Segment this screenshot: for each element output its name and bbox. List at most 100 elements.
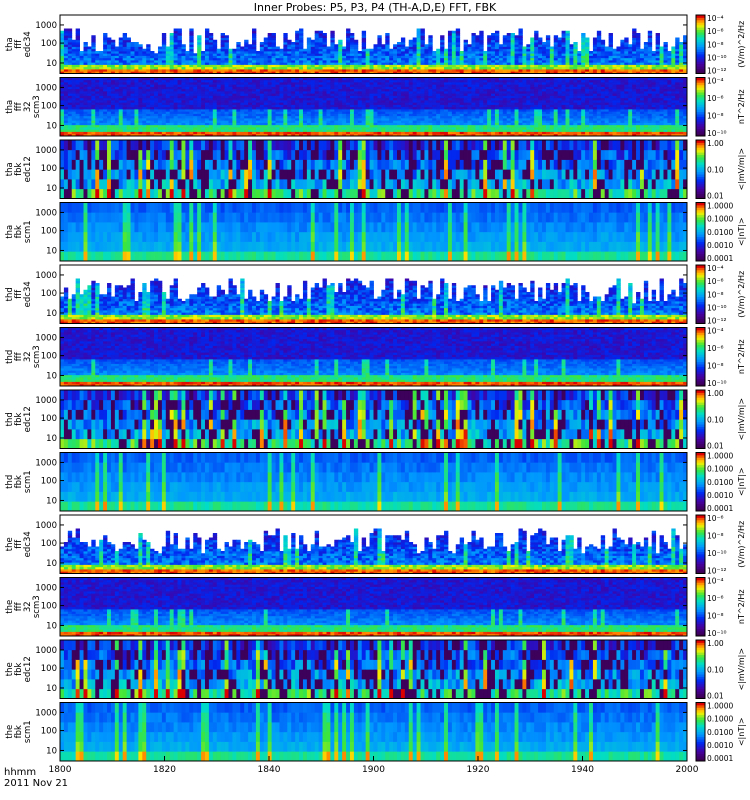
colorbar-tick-label: 1.00	[707, 389, 724, 398]
chart-title: Inner Probes: P5, P3, P4 (TH-A,D,E) FFT,…	[0, 1, 750, 14]
panel-frame	[59, 264, 688, 324]
colorbar-tick-label: 10⁻⁸	[707, 362, 724, 371]
colorbar-tick-label: 10⁻⁸	[707, 532, 724, 541]
y-tick-label: 100	[41, 414, 57, 424]
panel-label-line: fbk	[14, 163, 24, 176]
panel-label-line: edc12	[23, 156, 33, 182]
panel-label-line: edc34	[23, 281, 33, 307]
y-tick-label: 100	[41, 727, 57, 737]
panel-thd-edc34	[59, 264, 706, 324]
panel-label-line: tha	[5, 37, 15, 51]
colorbar-tick-label: 10⁻⁴	[707, 14, 724, 23]
colorbar-tick-label: 1.00	[707, 639, 724, 648]
y-tick-label: 100	[41, 352, 57, 362]
panel-label-line: scm1	[23, 720, 33, 743]
panel-frame	[59, 452, 688, 512]
colorbar-unit-label: <|mV/m|>	[737, 148, 746, 191]
panel-label-line: scm1	[23, 220, 33, 243]
colorbar-frame	[695, 14, 706, 74]
colorbar-tick-label: 10⁻¹⁰	[707, 549, 727, 558]
colorbar-frame	[695, 202, 706, 262]
colorbar-tick-label: 10⁻¹²	[707, 317, 727, 326]
colorbar-tick-label: 0.1000	[707, 215, 733, 224]
colorbar-tick-label: 1.0000	[707, 702, 733, 711]
colorbar-tick-label: 0.10	[707, 415, 724, 424]
colorbar-frame	[695, 639, 706, 699]
y-tick-label: 1000	[35, 208, 57, 218]
y-tick-label: 10	[46, 559, 57, 569]
colorbar-tick-label: 10⁻⁸	[707, 40, 724, 49]
colorbar-tick-label: 10⁻⁶	[707, 27, 724, 36]
panel-label-line: fbk	[14, 413, 24, 426]
y-tick-label: 1000	[35, 708, 57, 718]
colorbar-tick-label: 1.0000	[707, 202, 733, 211]
panel-label-line: fbk	[14, 663, 24, 676]
colorbar-tick-label: 0.0001	[707, 754, 733, 763]
panel-label-line: fff	[14, 351, 24, 361]
colorbar-unit-label: nT^2/Hz	[737, 339, 746, 374]
colorbar-tick-label: 10⁻⁴	[707, 327, 724, 336]
colorbar-tick-label: 0.01	[707, 442, 724, 451]
y-tick-label: 100	[41, 602, 57, 612]
panel-tha-scm3	[59, 77, 706, 137]
colorbar-unit-label: <|nT|>	[737, 467, 746, 496]
panel-label-line: fbk	[14, 725, 24, 738]
y-tick-label: 1000	[35, 21, 57, 31]
colorbar-frame	[695, 77, 706, 137]
colorbar-tick-label: 0.10	[707, 165, 724, 174]
panel-label-line: tha	[5, 100, 15, 114]
colorbar-frame	[695, 452, 706, 512]
panel-frame	[59, 202, 688, 262]
y-tick-label: 1000	[35, 458, 57, 468]
panel-the-scm1	[59, 702, 706, 762]
panel-label-line: fff	[14, 289, 24, 299]
colorbar-frame	[695, 264, 706, 324]
colorbar-tick-label: 0.0010	[707, 741, 733, 750]
panel-thd-edc12	[59, 389, 706, 449]
y-tick-label: 10	[46, 246, 57, 256]
panel-label-line: thd	[5, 412, 15, 426]
x-tick-label: 1820	[153, 765, 176, 775]
colorbar-unit-label: (V/m)^2/Hz	[737, 21, 746, 68]
colorbar-frame	[695, 702, 706, 762]
panel-the-scm3	[59, 577, 706, 637]
y-tick-label: 100	[41, 227, 57, 237]
panel-label-line: fff	[14, 39, 24, 49]
panel-frame	[59, 14, 688, 74]
y-tick-label: 1000	[35, 583, 57, 593]
panel-label-line: the	[5, 600, 15, 614]
panel-label-line: edc12	[23, 656, 33, 682]
colorbar-tick-label: 10⁻¹²	[707, 67, 727, 76]
colorbar-tick-label: 10⁻¹²	[707, 567, 727, 576]
colorbar-frame	[695, 514, 706, 574]
panel-label-line: fbk	[14, 475, 24, 488]
panel-tha-edc34	[59, 14, 706, 74]
y-tick-label: 10	[46, 434, 57, 444]
y-tick-label: 1000	[35, 271, 57, 281]
panel-frame	[59, 639, 688, 699]
y-tick-label: 10	[46, 184, 57, 194]
colorbar-tick-label: 0.0100	[707, 228, 733, 237]
x-tick-label: 2000	[676, 765, 699, 775]
y-tick-label: 10	[46, 309, 57, 319]
colorbar-tick-label: 10⁻⁶	[707, 514, 724, 523]
panel-label-line: the	[5, 662, 15, 676]
date-label: 2011 Nov 21	[4, 779, 68, 789]
colorbar-tick-label: 10⁻⁸	[707, 290, 724, 299]
colorbar-tick-label: 10⁻⁶	[707, 277, 724, 286]
colorbar-unit-label: (V/m)^2/Hz	[737, 521, 746, 568]
x-axis-footer-label: hhmm	[4, 768, 36, 778]
colorbar-tick-label: 0.10	[707, 665, 724, 674]
colorbar-unit-label: <|mV/m|>	[737, 648, 746, 691]
y-tick-label: 10	[46, 59, 57, 69]
y-tick-label: 10	[46, 684, 57, 694]
colorbar-tick-label: 0.0001	[707, 254, 733, 263]
colorbar-tick-label: 1.0000	[707, 452, 733, 461]
colorbar-tick-label: 10⁻⁸	[707, 612, 724, 621]
y-tick-label: 100	[41, 39, 57, 49]
colorbar-tick-label: 0.1000	[707, 465, 733, 474]
panel-thd-scm1	[59, 452, 706, 512]
y-tick-label: 100	[41, 164, 57, 174]
colorbar-frame	[695, 139, 706, 199]
